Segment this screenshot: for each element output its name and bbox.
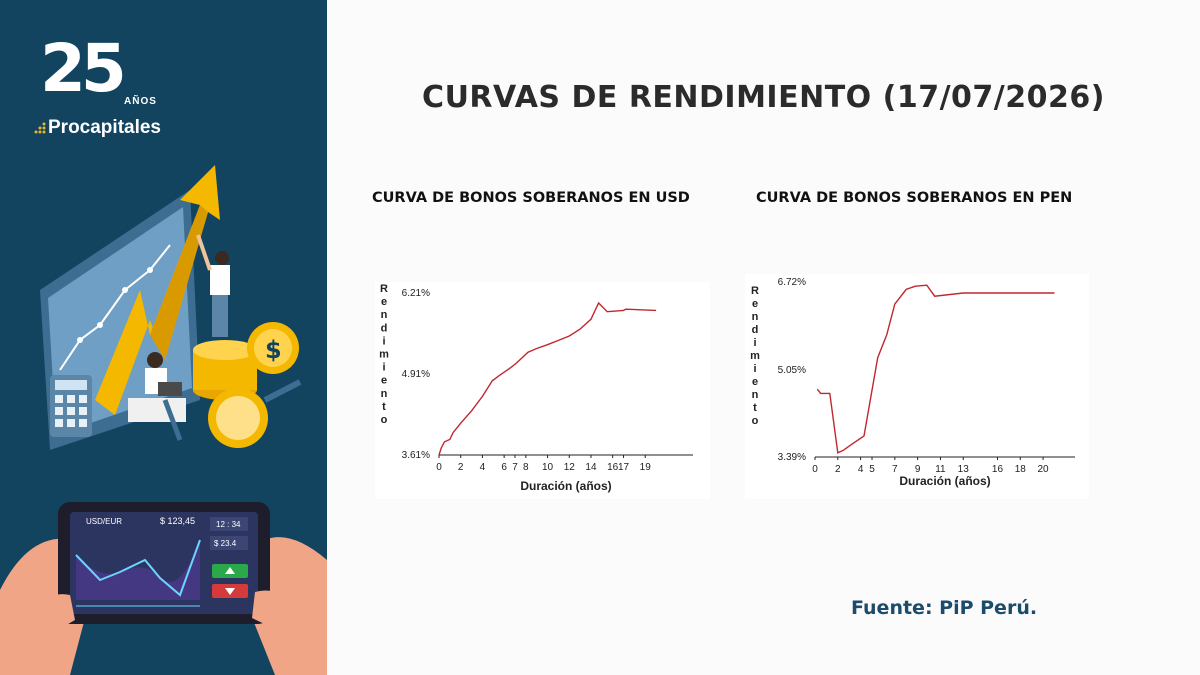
chart-usd: 0 2 4 6 7 8 10 12 14 16 17 19 3.61% 4.91% 6.21% R e n d i m i… <box>379 283 693 493</box>
finance-growth-illustration: $ <box>40 165 302 450</box>
source-note: Fuente: PiP Perú. <box>851 597 1038 619</box>
x-tick-label: 11 <box>935 464 946 475</box>
yield-curve-line <box>438 301 657 456</box>
x-tick-label: 8 <box>523 462 529 473</box>
x-tick-label: 9 <box>915 464 921 475</box>
y-tick-label: 3.61% <box>402 450 430 461</box>
page-title: CURVAS DE RENDIMIENTO (17/07/2026) <box>422 80 1105 115</box>
x-tick-label: 2 <box>458 462 464 473</box>
y-tick-label: 5.05% <box>778 365 806 376</box>
x-tick-label: 2 <box>835 464 841 475</box>
y-tick-label: 6.21% <box>402 288 430 299</box>
x-tick-label: 5 <box>869 464 875 475</box>
yield-curve-line <box>816 284 1055 454</box>
chart-pen: 0 2 4 5 7 9 11 13 16 18 20 3.39% 5.05% 6.72% R e n d i m i e n… <box>750 277 1075 488</box>
x-tick-label: 17 <box>618 462 630 473</box>
x-tick-label: 0 <box>436 462 442 473</box>
x-tick-label: 16 <box>992 464 1004 475</box>
x-tick-label: 6 <box>501 462 507 473</box>
y-tick-label: 3.39% <box>778 452 806 463</box>
x-tick-label: 20 <box>1038 464 1050 475</box>
x-tick-label: 16 <box>607 462 619 473</box>
phone-value-label: $ 23.4 <box>214 539 237 548</box>
trading-phone-illustration: USD/EUR $ 123,45 12 : 34 $ 23.4 <box>0 502 327 675</box>
chart-title-pen: CURVA DE BONOS SOBERANOS EN PEN <box>756 190 1073 206</box>
y-tick-label: 4.91% <box>402 369 430 380</box>
x-tick-label: 4 <box>858 464 864 475</box>
x-tick-label: 13 <box>958 464 970 475</box>
x-tick-label: 7 <box>892 464 898 475</box>
svg-text:$: $ <box>265 336 282 364</box>
x-tick-label: 10 <box>542 462 554 473</box>
phone-price-label: $ 123,45 <box>160 516 195 526</box>
chart-title-usd: CURVA DE BONOS SOBERANOS EN USD <box>372 190 690 206</box>
brand-dots-icon <box>34 122 46 134</box>
phone-pair-label: USD/EUR <box>86 517 122 526</box>
x-tick-label: 19 <box>640 462 652 473</box>
anniversary-anos: AÑOS <box>124 96 157 107</box>
anniversary-number: 25 <box>40 30 127 107</box>
brand-name: Procapitales <box>48 117 161 138</box>
x-tick-label: 12 <box>564 462 576 473</box>
x-axis-label: Duración (años) <box>520 479 611 493</box>
phone-time-label: 12 : 34 <box>216 520 241 529</box>
x-tick-label: 14 <box>585 462 597 473</box>
sidebar: 25 AÑOS Procapitales $ <box>0 0 327 675</box>
x-tick-label: 0 <box>812 464 818 475</box>
x-tick-label: 7 <box>512 462 518 473</box>
x-axis-label: Duración (años) <box>899 474 990 488</box>
x-tick-label: 4 <box>480 462 486 473</box>
y-tick-label: 6.72% <box>778 277 806 288</box>
x-tick-label: 18 <box>1015 464 1027 475</box>
